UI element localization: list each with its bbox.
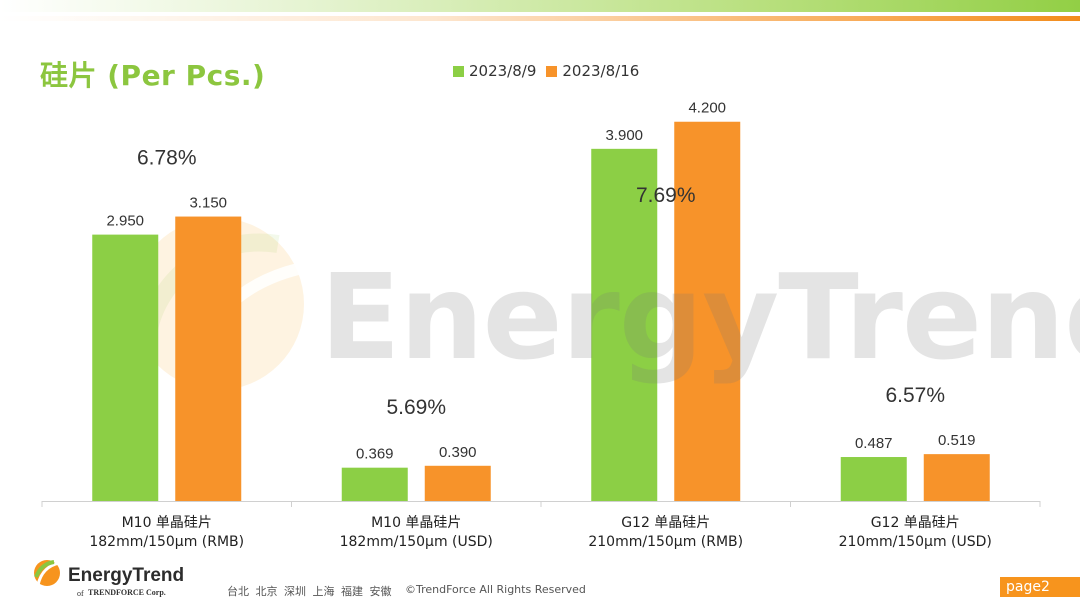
bar-2-3 (674, 121, 741, 502)
page-number-tag: page2 (1000, 577, 1080, 597)
x-tick-label-line-2: 210mm/150μm (RMB) (588, 534, 743, 550)
slide-title: 硅片 (Per Pcs.) (40, 59, 266, 92)
bar-1-2 (341, 467, 408, 501)
data-label: 4.200 (688, 100, 726, 117)
bar-2-4 (923, 454, 990, 501)
bar-2-2 (424, 465, 491, 501)
bar-2-1 (175, 216, 242, 501)
legend-item-series-2: 2023/8/16 (546, 62, 639, 80)
x-tick-label-line-1: M10 单晶硅片 (122, 515, 212, 531)
legend-item-series-1: 2023/8/9 (453, 62, 536, 80)
chart-legend: 2023/8/9 2023/8/16 (453, 62, 649, 80)
x-tick-label-line-1: G12 单晶硅片 (871, 515, 960, 531)
legend-swatch-series-1 (453, 65, 464, 77)
top-accent-bar (0, 0, 1080, 12)
data-label: 2.950 (106, 213, 144, 230)
data-label: 0.519 (938, 432, 976, 449)
x-tick-label-line-2: 182mm/150μm (RMB) (89, 534, 244, 550)
x-tick-label-line-1: G12 单晶硅片 (621, 515, 710, 531)
footer-cities: 台北 北京 深圳 上海 福建 安徽 (227, 585, 392, 598)
footer-copyright: ©TrendForce All Rights Reserved (405, 583, 586, 596)
legend-label-series-2: 2023/8/16 (562, 62, 640, 80)
energytrend-logo-icon (34, 560, 60, 586)
data-label: 0.390 (439, 444, 477, 461)
bar-1-4 (840, 457, 907, 501)
top-accent-line (0, 16, 1080, 21)
bar-1-3 (591, 148, 658, 501)
x-tick-label-line-2: 182mm/150μm (USD) (340, 534, 493, 550)
data-label: 0.369 (356, 446, 394, 463)
change-percentage-annotation: 5.69% (386, 396, 446, 419)
footer-brand-name: EnergyTrend (68, 565, 185, 586)
footer-trendforce-corp: TRENDFORCE Corp. (88, 588, 166, 597)
data-label: 3.900 (605, 127, 643, 144)
footer-of-text: of (77, 589, 84, 598)
x-tick-label-line-2: 210mm/150μm (USD) (839, 534, 992, 550)
x-tick-label-line-1: M10 单晶硅片 (371, 515, 461, 531)
change-percentage-annotation: 6.78% (137, 147, 197, 170)
data-label: 3.150 (189, 195, 227, 212)
bar-1-1 (92, 234, 159, 502)
legend-label-series-1: 2023/8/9 (469, 62, 537, 80)
change-percentage-annotation: 7.69% (636, 184, 696, 207)
legend-swatch-series-2 (546, 65, 558, 77)
change-percentage-annotation: 6.57% (885, 384, 945, 407)
data-label: 0.487 (855, 435, 893, 452)
